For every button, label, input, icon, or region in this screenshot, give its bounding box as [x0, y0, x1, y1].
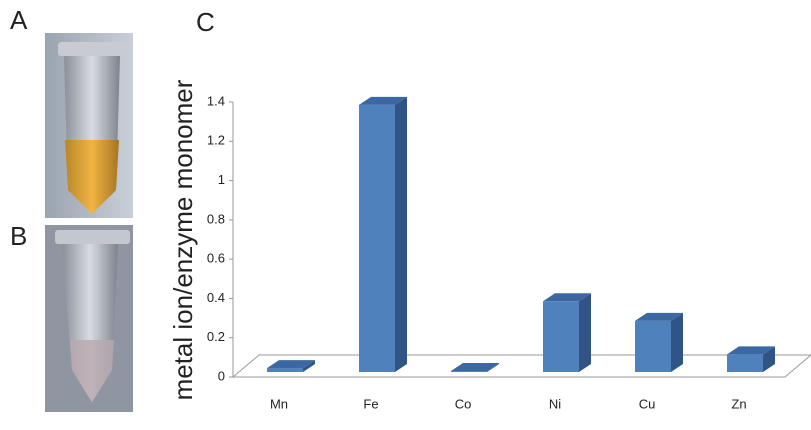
- x-tick-label: Fe: [363, 396, 378, 411]
- panel-label: A: [10, 5, 28, 35]
- y-tick-label: 1: [218, 172, 225, 187]
- y-tick-label: 0.8: [207, 211, 225, 226]
- bar: [267, 368, 303, 372]
- y-tick-label: 0: [218, 368, 225, 383]
- bar: [451, 371, 487, 372]
- y-tick-label: 0.6: [207, 251, 225, 266]
- y-tick-label: 0.4: [207, 290, 225, 305]
- bar-top: [359, 96, 407, 105]
- bar-top: [727, 346, 775, 355]
- x-tick-label: Cu: [639, 396, 656, 411]
- y-tick-label: 0.2: [207, 329, 225, 344]
- bar-side: [579, 293, 591, 372]
- bar-top: [543, 293, 591, 302]
- x-tick-label: Ni: [549, 396, 561, 411]
- y-axis-label: metal ion/enzyme monomer: [168, 79, 198, 400]
- bar: [727, 354, 763, 372]
- y-tick-label: 1.4: [207, 93, 225, 108]
- photo-a: [45, 33, 133, 218]
- bar-side: [763, 346, 775, 372]
- bar-side: [303, 360, 315, 372]
- bar-side: [395, 96, 407, 372]
- x-tick-label: Mn: [270, 396, 288, 411]
- floor: [231, 354, 811, 378]
- bar-side: [671, 312, 683, 372]
- photo-b: [45, 225, 133, 412]
- bar-top: [635, 312, 683, 321]
- panel-label: B: [10, 221, 27, 251]
- bar-side: [487, 363, 499, 372]
- x-tick-label: Co: [455, 396, 472, 411]
- panel-label: C: [196, 7, 215, 37]
- bar-top: [451, 363, 499, 372]
- bar: [543, 301, 579, 372]
- y-tick-label: 1.2: [207, 133, 225, 148]
- bar: [359, 104, 395, 372]
- bar-top: [267, 360, 315, 369]
- x-tick-label: Zn: [731, 396, 746, 411]
- bar: [635, 320, 671, 372]
